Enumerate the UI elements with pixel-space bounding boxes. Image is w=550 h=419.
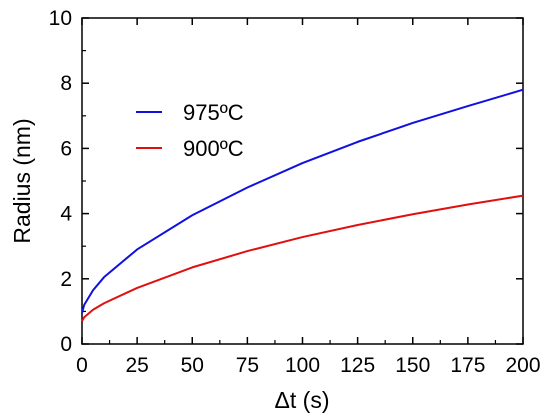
plot-frame xyxy=(81,17,524,345)
x-tick-label: 175 xyxy=(450,354,485,377)
x-axis-title: Δt (s) xyxy=(275,387,330,413)
y-tick-label: 0 xyxy=(60,333,72,356)
y-tick-label: 8 xyxy=(60,72,72,95)
legend: 975ºC 900ºC xyxy=(136,100,244,161)
x-tick-label: 200 xyxy=(505,354,540,377)
x-tick-label: 100 xyxy=(285,354,320,377)
y-tick-label: 6 xyxy=(60,137,72,160)
y-tick-label: 2 xyxy=(60,268,72,291)
x-tick-label: 125 xyxy=(340,354,375,377)
y-tick-label: 10 xyxy=(49,7,72,30)
y-axis-title: Radius (nm) xyxy=(9,118,35,243)
legend-label-975: 975ºC xyxy=(183,100,244,125)
series-line-0 xyxy=(81,88,524,314)
y-tick-label: 4 xyxy=(60,203,72,226)
x-axis-ticks: 0 25 50 75 100 125 150 175 200 xyxy=(76,18,541,377)
x-tick-label: 25 xyxy=(125,354,148,377)
x-tick-label: 75 xyxy=(236,354,259,377)
x-tick-label: 50 xyxy=(181,354,204,377)
legend-label-900: 900ºC xyxy=(183,136,244,161)
x-tick-label: 150 xyxy=(395,354,430,377)
x-tick-label: 0 xyxy=(76,354,88,377)
y-axis-ticks: 0 2 4 6 8 10 xyxy=(49,7,523,356)
series-line-1 xyxy=(81,194,524,322)
series-lines xyxy=(81,88,524,322)
